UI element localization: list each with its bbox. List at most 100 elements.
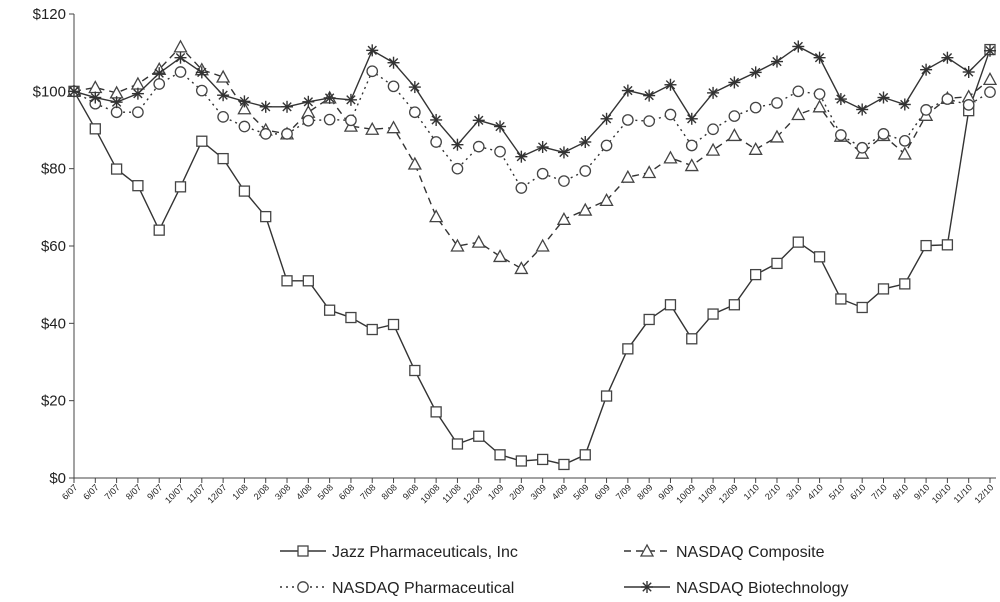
data-point-jazz-pharmaceuticals-inc: [174, 181, 187, 193]
data-point-nasdaq-composite: [386, 120, 401, 134]
data-point-nasdaq-composite: [237, 101, 252, 115]
data-point-nasdaq-biotechnology: [408, 81, 421, 94]
legend-item-nasdaq-pharmaceutical: NASDAQ Pharmaceutical: [280, 580, 514, 597]
data-point-nasdaq-biotechnology: [451, 138, 464, 151]
series-line-nasdaq-composite: [73, 45, 991, 270]
legend-marker-nasdaq-composite: [639, 543, 655, 557]
data-point-jazz-pharmaceuticals-inc: [366, 323, 378, 336]
data-point-nasdaq-composite: [727, 128, 742, 142]
data-point-nasdaq-pharmaceutical: [323, 113, 336, 126]
data-point-nasdaq-biotechnology: [557, 146, 570, 159]
y-axis-ticks: $0 $20 $40 $60 $80 $100 $120: [33, 6, 74, 487]
data-point-nasdaq-biotechnology: [834, 93, 847, 106]
data-point-nasdaq-pharmaceutical: [451, 162, 464, 175]
data-point-nasdaq-pharmaceutical: [792, 85, 805, 98]
data-point-nasdaq-pharmaceutical: [856, 141, 869, 154]
data-point-nasdaq-biotechnology: [920, 63, 933, 76]
data-point-nasdaq-biotechnology: [344, 93, 357, 106]
data-point-nasdaq-biotechnology: [941, 51, 954, 64]
data-point-jazz-pharmaceuticals-inc: [409, 364, 421, 377]
data-point-nasdaq-pharmaceutical: [494, 145, 506, 158]
data-point-nasdaq-pharmaceutical: [132, 106, 144, 119]
data-point-jazz-pharmaceuticals-inc: [856, 301, 868, 314]
y-tick-label: $20: [41, 393, 66, 410]
data-point-nasdaq-biotechnology: [792, 40, 805, 53]
data-point-nasdaq-biotechnology: [770, 55, 783, 68]
x-tick-label: 5/10: [827, 482, 846, 501]
x-tick-label: 8/09: [635, 482, 654, 501]
y-tick-label: $60: [41, 238, 66, 255]
x-tick-label: 4/10: [806, 482, 825, 501]
x-tick-label: 12/08: [461, 482, 484, 505]
x-tick-label: 1/08: [230, 482, 249, 501]
legend: Jazz Pharmaceuticals, Inc NASDAQ Composit…: [280, 543, 849, 597]
x-tick-label: 8/10: [891, 482, 910, 501]
series-nasdaq-composite: [66, 39, 998, 275]
data-point-nasdaq-biotechnology: [877, 91, 890, 104]
x-tick-label: 1/09: [486, 482, 505, 501]
data-point-nasdaq-pharmaceutical: [430, 136, 442, 148]
data-point-jazz-pharmaceuticals-inc: [451, 438, 464, 450]
data-point-nasdaq-pharmaceutical: [153, 78, 166, 90]
data-point-nasdaq-composite: [599, 193, 614, 207]
data-point-nasdaq-composite: [407, 156, 422, 170]
data-point-jazz-pharmaceuticals-inc: [643, 313, 655, 326]
data-point-jazz-pharmaceuticals-inc: [217, 152, 229, 165]
y-tick-label: $80: [41, 161, 66, 178]
y-tick-label: $40: [41, 315, 66, 332]
data-point-nasdaq-pharmaceutical: [579, 165, 592, 177]
data-point-nasdaq-biotechnology: [984, 44, 996, 57]
x-tick-label: 7/09: [614, 482, 633, 501]
legend-marker-nasdaq-pharmaceutical: [297, 581, 309, 593]
data-point-nasdaq-composite: [450, 238, 465, 252]
data-point-nasdaq-composite: [429, 209, 444, 223]
data-point-nasdaq-composite: [216, 69, 231, 83]
data-point-nasdaq-biotechnology: [579, 135, 592, 148]
data-point-jazz-pharmaceuticals-inc: [537, 453, 549, 466]
data-point-nasdaq-pharmaceutical: [707, 123, 719, 136]
data-point-nasdaq-composite: [812, 99, 827, 113]
x-tick-label: 11/07: [185, 482, 208, 505]
data-point-nasdaq-pharmaceutical: [366, 65, 379, 78]
data-point-jazz-pharmaceuticals-inc: [579, 449, 591, 461]
data-point-nasdaq-biotechnology: [685, 112, 698, 125]
data-point-jazz-pharmaceuticals-inc: [835, 293, 847, 305]
data-point-nasdaq-biotechnology: [174, 51, 187, 64]
data-point-nasdaq-composite: [684, 158, 699, 172]
data-point-nasdaq-biotechnology: [856, 103, 869, 116]
series-jazz-pharmaceuticals-inc: [68, 43, 996, 471]
data-point-nasdaq-composite: [791, 107, 806, 121]
legend-item-nasdaq-biotechnology: NASDAQ Biotechnology: [624, 580, 849, 597]
data-point-nasdaq-composite: [748, 141, 763, 155]
y-tick-label: $100: [33, 83, 66, 100]
data-point-jazz-pharmaceuticals-inc: [792, 236, 804, 248]
data-point-jazz-pharmaceuticals-inc: [813, 251, 826, 263]
data-point-nasdaq-composite: [535, 238, 550, 252]
data-point-nasdaq-pharmaceutical: [558, 175, 570, 187]
x-tick-label: 11/09: [696, 482, 719, 505]
data-point-jazz-pharmaceuticals-inc: [132, 180, 144, 192]
data-point-nasdaq-biotechnology: [195, 66, 208, 79]
data-point-jazz-pharmaceuticals-inc: [750, 268, 762, 281]
series-nasdaq-biotechnology: [68, 40, 996, 163]
data-point-nasdaq-biotechnology: [302, 95, 315, 108]
data-point-jazz-pharmaceuticals-inc: [473, 430, 485, 442]
data-point-nasdaq-composite: [88, 80, 103, 94]
data-point-nasdaq-pharmaceutical: [962, 99, 975, 111]
x-tick-label: 3/09: [529, 482, 548, 501]
data-point-nasdaq-biotechnology: [643, 89, 656, 102]
data-point-nasdaq-pharmaceutical: [387, 80, 400, 93]
data-point-nasdaq-composite: [492, 249, 508, 263]
data-point-jazz-pharmaceuticals-inc: [260, 210, 272, 223]
data-point-jazz-pharmaceuticals-inc: [238, 185, 251, 197]
legend-item-nasdaq-composite: NASDAQ Composite: [624, 543, 825, 561]
data-point-nasdaq-biotechnology: [238, 95, 251, 108]
x-tick-label: 2/09: [507, 482, 526, 501]
series-line-nasdaq-pharmaceutical: [73, 70, 991, 189]
x-tick-label: 2/08: [252, 482, 271, 501]
data-point-nasdaq-biotechnology: [536, 141, 549, 154]
x-tick-label: 2/10: [763, 482, 782, 501]
y-tick-label: $0: [49, 470, 66, 487]
data-point-nasdaq-pharmaceutical: [984, 86, 996, 98]
data-point-nasdaq-biotechnology: [515, 150, 528, 163]
